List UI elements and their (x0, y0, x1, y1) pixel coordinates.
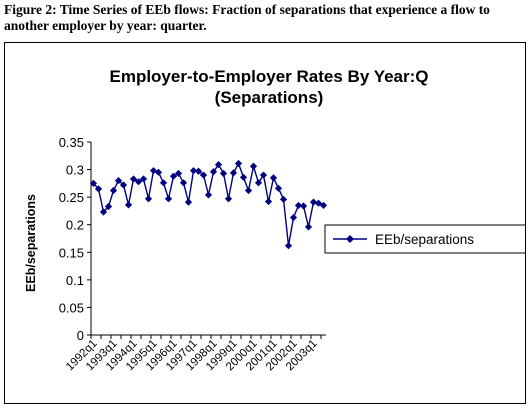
data-point (274, 184, 283, 192)
line-chart: Employer-to-Employer Rates By Year:Q (Se… (24, 67, 530, 373)
y-axis-label: EEb/separations (24, 194, 38, 292)
data-point (309, 198, 318, 206)
y-tick-label: 0.35 (59, 135, 84, 150)
chart-title-line1: Employer-to-Employer Rates By Year:Q (109, 67, 428, 86)
data-point (109, 186, 118, 195)
data-point (219, 169, 228, 178)
data-point (214, 161, 223, 169)
y-tick-label: 0.25 (59, 190, 84, 205)
data-point (204, 191, 213, 199)
data-point (139, 175, 148, 183)
data-point (304, 223, 313, 231)
data-point (164, 195, 173, 203)
data-point (244, 186, 253, 195)
y-tick-label: 0.05 (59, 300, 84, 315)
data-point (124, 201, 133, 209)
data-point (259, 171, 268, 179)
data-point (194, 167, 203, 175)
data-point (314, 199, 323, 207)
data-point (239, 173, 248, 181)
data-point (279, 195, 288, 203)
data-point (94, 185, 103, 193)
data-point (114, 177, 123, 185)
data-point (154, 168, 163, 176)
legend-label: EEb/separations (375, 232, 474, 247)
data-point (199, 171, 208, 179)
data-point (234, 159, 243, 168)
data-point (174, 169, 183, 178)
data-point (229, 169, 238, 177)
data-point (269, 174, 278, 182)
data-point (254, 179, 263, 187)
data-point (294, 201, 303, 210)
y-tick-label: 0.15 (59, 245, 84, 260)
chart-title-line2: (Separations) (215, 88, 324, 107)
data-point (209, 168, 218, 176)
data-point (179, 179, 188, 187)
data-point (224, 195, 233, 203)
data-point (144, 195, 153, 203)
data-point (299, 202, 308, 210)
y-tick-label: 0 (77, 328, 84, 343)
plot-area: 00.050.10.150.20.250.30.351992q11993q119… (59, 135, 328, 373)
data-point (119, 181, 128, 189)
data-point (99, 208, 108, 216)
y-tick-label: 0.3 (66, 163, 84, 178)
legend: EEb/separations (324, 224, 530, 254)
data-point (189, 167, 198, 175)
chart-frame: Employer-to-Employer Rates By Year:Q (Se… (4, 42, 530, 404)
data-point (319, 201, 328, 210)
data-point (249, 162, 258, 170)
data-point (129, 175, 138, 183)
data-point (89, 179, 98, 187)
data-point (159, 179, 168, 187)
data-point (289, 213, 298, 222)
data-point (184, 198, 193, 206)
y-tick-label: 0.1 (66, 273, 84, 288)
data-point (134, 178, 143, 186)
y-tick-label: 0.2 (66, 218, 84, 233)
data-point (169, 172, 178, 180)
data-point (264, 197, 273, 206)
data-point (284, 242, 293, 250)
data-point (104, 202, 113, 211)
legend-marker (346, 235, 354, 243)
figure-caption: Figure 2: Time Series of EEb flows: Frac… (4, 2, 490, 33)
